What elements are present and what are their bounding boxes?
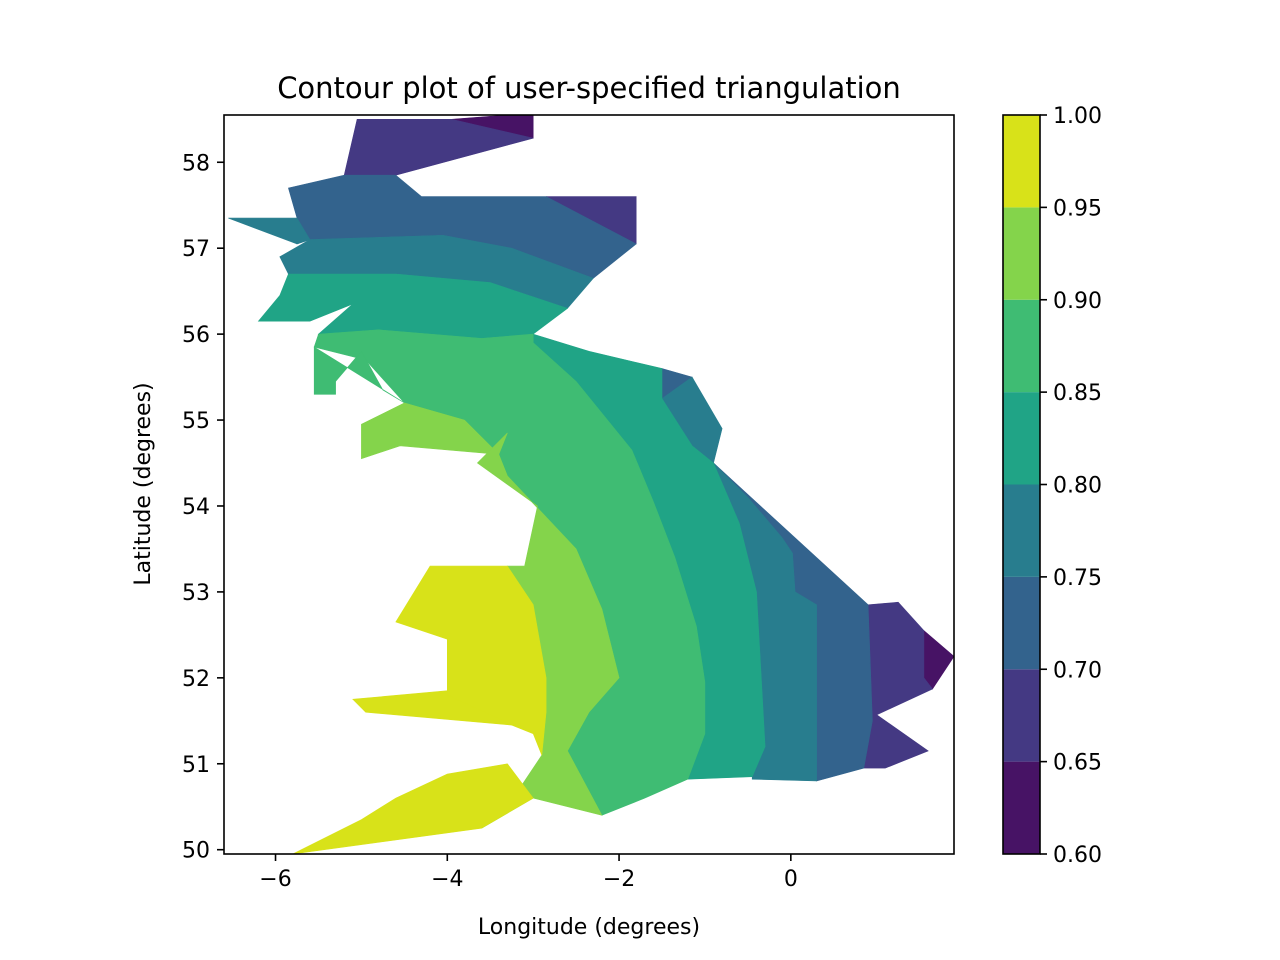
x-tick-label: 0 [784, 867, 798, 892]
colorbar-tick-label: 0.75 [1053, 566, 1102, 591]
colorbar-tick-label: 0.60 [1053, 843, 1102, 868]
colorbar-tick-label: 1.00 [1053, 104, 1102, 129]
y-tick-label: 55 [182, 409, 210, 434]
colorbar-swatch [1003, 392, 1040, 485]
plot-area: −6 −4 −2 0 50 51 52 53 54 55 56 57 58 [182, 114, 955, 892]
x-axis-label: Longitude (degrees) [478, 915, 700, 940]
colorbar-swatch [1003, 761, 1040, 854]
contour-band-5-region-1 [313, 346, 405, 404]
x-tick-label: −4 [431, 867, 463, 892]
y-tick-label: 52 [182, 667, 210, 692]
colorbar-swatch [1003, 669, 1040, 762]
contour-band-7 [292, 565, 547, 854]
colorbar-swatch [1003, 115, 1040, 208]
colorbar-tick-label: 0.90 [1053, 289, 1102, 314]
y-tick-label: 51 [182, 753, 210, 778]
y-tick-label: 57 [182, 237, 210, 262]
contour-bands [228, 115, 954, 854]
contour-band-2 [288, 174, 873, 782]
y-tick-label: 54 [182, 495, 210, 520]
colorbar-swatch [1003, 484, 1040, 577]
colorbar-swatch [1003, 299, 1040, 393]
chart-title: Contour plot of user-specified triangula… [277, 71, 901, 105]
x-tick-label: −6 [259, 867, 291, 892]
colorbar: 0.60 0.65 0.70 0.75 0.80 0.85 0.90 0.95 1.00 [1002, 104, 1102, 868]
x-tick-label: −2 [603, 867, 635, 892]
contour-band-7-region-2 [292, 763, 534, 854]
contour-band-7-region-0 [395, 565, 547, 756]
contour-band-3 [228, 217, 817, 782]
colorbar-tick-label: 0.95 [1053, 196, 1102, 221]
y-axis-label: Latitude (degrees) [131, 382, 156, 585]
colorbar-tick-label: 0.85 [1053, 381, 1102, 406]
colorbar-swatches [1003, 115, 1040, 854]
colorbar-ticks: 0.60 0.65 0.70 0.75 0.80 0.85 0.90 0.95 1.00 [1040, 104, 1102, 868]
colorbar-tick-label: 0.70 [1053, 658, 1102, 683]
y-tick-label: 56 [182, 323, 210, 348]
colorbar-tick-label: 0.80 [1053, 474, 1102, 499]
y-axis-ticks: 50 51 52 53 54 55 56 57 58 [182, 151, 224, 864]
colorbar-swatch [1003, 207, 1040, 300]
plot-frame [223, 114, 955, 855]
contour-band-0 [451, 115, 954, 690]
colorbar-swatch [1003, 576, 1040, 670]
y-tick-label: 53 [182, 581, 210, 606]
colorbar-tick-label: 0.65 [1053, 751, 1102, 776]
x-axis-ticks: −6 −4 −2 0 [259, 854, 798, 892]
y-tick-label: 58 [182, 151, 210, 176]
contour-band-7-region-1 [352, 690, 512, 726]
y-tick-label: 50 [182, 839, 210, 864]
